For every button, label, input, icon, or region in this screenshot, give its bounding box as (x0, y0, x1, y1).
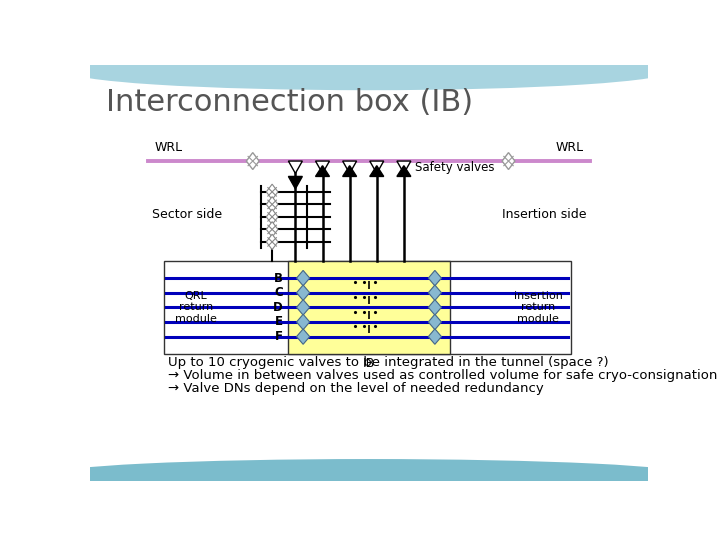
Bar (287, 261, 451, 354)
Polygon shape (343, 161, 356, 173)
Text: WRL: WRL (556, 141, 584, 154)
Text: IB: IB (363, 357, 375, 370)
Polygon shape (397, 161, 411, 173)
Polygon shape (266, 222, 278, 237)
Polygon shape (370, 161, 384, 173)
Polygon shape (289, 161, 302, 173)
Text: Safety valves: Safety valves (415, 161, 494, 174)
Text: C: C (274, 286, 283, 299)
Polygon shape (266, 197, 278, 212)
Polygon shape (397, 166, 411, 177)
Polygon shape (297, 314, 310, 330)
Ellipse shape (67, 52, 671, 90)
Polygon shape (428, 271, 441, 286)
Text: WRL: WRL (154, 141, 182, 154)
Polygon shape (297, 329, 310, 345)
Text: insertion
return
module: insertion return module (513, 291, 562, 324)
Polygon shape (297, 271, 310, 286)
Text: QRL
return
module: QRL return module (175, 291, 217, 324)
Text: F: F (275, 330, 283, 343)
Polygon shape (428, 285, 441, 300)
Polygon shape (266, 184, 278, 200)
Text: E: E (275, 315, 283, 328)
Bar (163, 261, 570, 354)
Polygon shape (370, 166, 384, 177)
Polygon shape (266, 234, 278, 249)
Ellipse shape (51, 459, 687, 490)
Text: Insertion side: Insertion side (502, 208, 586, 221)
Text: D: D (273, 301, 283, 314)
Polygon shape (343, 166, 356, 177)
Text: Interconnection box (IB): Interconnection box (IB) (106, 88, 472, 117)
Polygon shape (266, 209, 278, 225)
Polygon shape (428, 314, 441, 330)
Text: → Volume in between valves used as controlled volume for safe cryo-consignation: → Volume in between valves used as contr… (168, 369, 717, 382)
Text: → Valve DNs depend on the level of needed redundancy: → Valve DNs depend on the level of neede… (168, 382, 544, 395)
Polygon shape (297, 285, 310, 300)
Polygon shape (315, 166, 330, 177)
Text: B: B (274, 272, 283, 285)
Polygon shape (428, 300, 441, 315)
Polygon shape (297, 300, 310, 315)
Polygon shape (315, 161, 330, 173)
Polygon shape (289, 177, 302, 189)
Polygon shape (428, 329, 441, 345)
Polygon shape (246, 153, 259, 170)
Text: Up to 10 cryogenic valves to be integrated in the tunnel (space ?): Up to 10 cryogenic valves to be integrat… (168, 356, 608, 369)
Polygon shape (502, 153, 515, 170)
Text: Sector side: Sector side (152, 208, 222, 221)
